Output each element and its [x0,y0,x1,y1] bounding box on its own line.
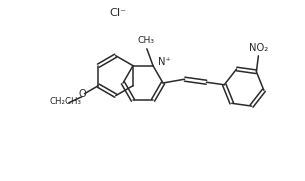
Text: NO₂: NO₂ [249,43,268,53]
Text: CH₃: CH₃ [137,36,154,45]
Text: N⁺: N⁺ [158,57,171,67]
Text: Cl⁻: Cl⁻ [109,8,127,18]
Text: CH₂CH₃: CH₂CH₃ [50,97,82,106]
Text: O: O [79,89,86,99]
